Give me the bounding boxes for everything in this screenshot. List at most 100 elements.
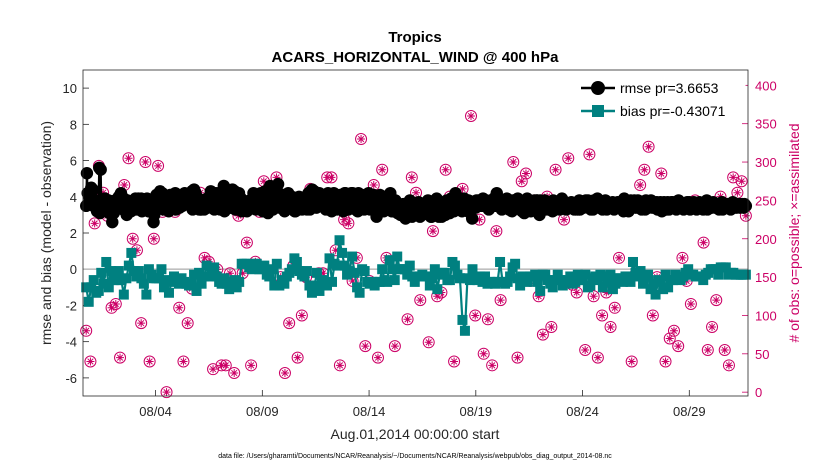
bias-point <box>402 269 413 280</box>
bias-point <box>454 273 465 284</box>
legend-bias-marker <box>592 105 604 117</box>
obs-possible-marker <box>388 340 401 353</box>
obs-assimilated-marker <box>416 296 425 305</box>
bias-point <box>339 260 350 271</box>
obs-assimilated-marker <box>141 158 150 167</box>
obs-possible-marker <box>173 301 186 314</box>
obs-possible-marker <box>706 320 719 333</box>
obs-possible-marker <box>152 159 165 172</box>
bias-point <box>495 256 506 267</box>
right-axis-ticks: 0 50 100 150 200 250 300 350 400 <box>742 78 777 400</box>
obs-possible-marker <box>160 386 173 399</box>
bias-point <box>264 271 275 282</box>
obs-possible-marker <box>634 179 647 192</box>
obs-possible-marker <box>511 351 524 364</box>
obs-assimilated-marker <box>285 319 294 328</box>
bias-point <box>221 278 232 289</box>
left-axis-ticks: -6 -4 -2 0 2 4 6 8 10 <box>63 81 89 386</box>
obs-possible-marker <box>490 225 503 238</box>
obs-assimilated-marker <box>137 319 146 328</box>
bias-point <box>211 271 222 282</box>
bias-point <box>595 269 606 280</box>
obs-assimilated-marker <box>589 292 598 301</box>
obs-assimilated-marker <box>128 234 137 243</box>
bias-point <box>209 262 220 273</box>
obs-possible-marker <box>591 351 604 364</box>
bias-point <box>409 276 420 287</box>
obs-possible-marker <box>596 309 609 322</box>
bias-point <box>510 258 521 269</box>
bias-point <box>407 271 418 282</box>
y-tick-label: -6 <box>65 371 77 386</box>
obs-assimilated-marker <box>509 158 518 167</box>
bias-point <box>324 253 335 264</box>
bias-point <box>580 269 591 280</box>
obs-assimilated-marker <box>107 303 116 312</box>
y-right-tick-label: 350 <box>755 117 777 132</box>
obs-possible-marker <box>727 171 740 184</box>
bias-point <box>720 262 731 273</box>
bias-point <box>459 325 470 336</box>
obs-possible-marker <box>465 110 478 123</box>
bias-point <box>143 264 154 275</box>
bias-point <box>81 282 92 293</box>
obs-possible-marker <box>583 148 596 161</box>
bias-point <box>201 260 212 271</box>
obs-assimilated-marker <box>424 338 433 347</box>
obs-possible-marker <box>676 251 689 264</box>
bias-point <box>231 282 242 293</box>
obs-assimilated-marker <box>209 365 218 374</box>
x-tick-label: 08/04 <box>139 404 172 419</box>
obs-assimilated-marker <box>145 357 154 366</box>
obs-assimilated-marker <box>200 253 209 262</box>
bias-point <box>382 276 393 287</box>
obs-possible-marker <box>625 355 638 368</box>
obs-possible-marker <box>469 309 482 322</box>
obs-assimilated-marker <box>517 177 526 186</box>
obs-assimilated-marker <box>154 161 163 170</box>
obs-assimilated-marker <box>471 311 480 320</box>
legend-rmse-label: rmse pr=3.6653 <box>620 80 719 96</box>
rmse-point <box>271 177 285 191</box>
obs-possible-marker <box>105 301 118 314</box>
bias-point <box>216 278 227 289</box>
bias-point <box>224 284 235 295</box>
bias-point <box>133 266 144 277</box>
bias-point <box>131 271 142 282</box>
y-axis-label: rmse and bias (model - observation) <box>38 121 54 345</box>
obs-assimilated-marker <box>378 165 387 174</box>
obs-assimilated-marker <box>124 154 133 163</box>
y-tick-label: 6 <box>70 154 77 169</box>
obs-assimilated-marker <box>86 357 95 366</box>
bias-point <box>123 260 134 271</box>
obs-possible-marker <box>414 294 427 307</box>
obs-assimilated-marker <box>636 181 645 190</box>
obs-assimilated-marker <box>606 322 615 331</box>
bias-point <box>577 275 588 286</box>
x-axis-ticks: 08/04 08/09 08/14 08/19 08/24 08/29 <box>139 390 706 419</box>
obs-assimilated-marker <box>433 292 442 301</box>
obs-possible-marker <box>401 313 414 326</box>
obs-assimilated-marker <box>344 219 353 228</box>
rmse-point <box>86 183 99 196</box>
obs-assimilated-marker <box>221 361 230 370</box>
obs-possible-marker <box>405 171 418 184</box>
x-tick-label: 08/09 <box>246 404 279 419</box>
obs-assimilated-marker <box>720 345 729 354</box>
obs-assimilated-marker <box>492 227 501 236</box>
obs-possible-marker <box>710 294 723 307</box>
bias-point <box>314 285 325 296</box>
obs-possible-marker <box>278 366 291 379</box>
y-tick-label: 0 <box>70 262 77 277</box>
obs-possible-marker <box>84 355 97 368</box>
bias-point <box>530 269 541 280</box>
x-tick-label: 08/29 <box>673 404 706 419</box>
bias-point <box>600 271 611 282</box>
obs-assimilated-marker <box>450 357 459 366</box>
bias-point <box>424 280 435 291</box>
obs-possible-marker <box>333 359 346 372</box>
obs-assimilated-marker <box>361 342 370 351</box>
bias-point <box>547 282 558 293</box>
bias-point <box>597 282 608 293</box>
obs-assimilated-marker <box>82 326 91 335</box>
